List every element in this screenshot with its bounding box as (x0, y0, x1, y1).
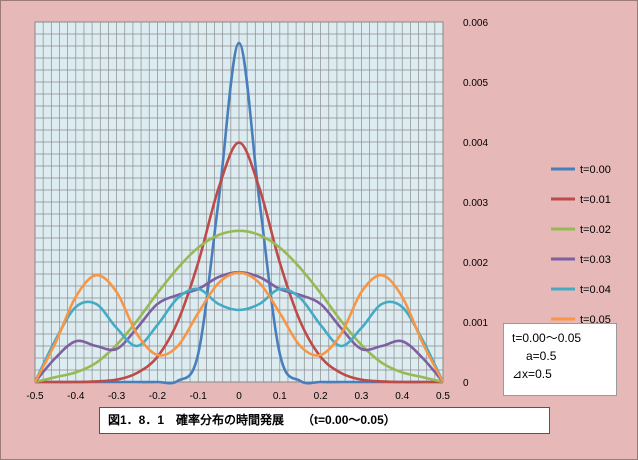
legend-label: t=0.04 (580, 284, 611, 296)
param-dx: ⊿x=0.5 (512, 367, 552, 381)
x-tick-label: -0.2 (149, 391, 167, 402)
y-tick-label: 0.006 (463, 18, 488, 29)
x-tick-label: 0.4 (395, 391, 409, 402)
x-tick-label: 0.5 (436, 391, 450, 402)
x-tick-label: -0.5 (26, 391, 44, 402)
grid-layer (35, 22, 443, 382)
y-tick-label: 0 (463, 378, 469, 389)
series-line (33, 271, 445, 383)
legend-label: t=0.00 (580, 164, 611, 176)
y-tick-label: 0.005 (463, 78, 488, 89)
figure-caption: 図1．8．1 確率分布の時間発展 （t=0.00〜0.05） (99, 407, 550, 434)
y-tick-label: 0.003 (463, 198, 488, 209)
x-tick-label: 0 (236, 391, 242, 402)
param-t-range: t=0.00〜0.05 (512, 331, 582, 345)
y-tick-label: 0.004 (463, 138, 488, 149)
legend: t=0.00t=0.01t=0.02t=0.03t=0.04t=0.05 (551, 164, 611, 326)
parameter-box: t=0.00〜0.05 a=0.5 ⊿x=0.5 (503, 323, 617, 396)
legend-label: t=0.03 (580, 254, 611, 266)
param-a: a=0.5 (526, 349, 557, 363)
y-tick-label: 0.002 (463, 258, 488, 269)
legend-label: t=0.02 (580, 224, 611, 236)
x-tick-label: 0.1 (273, 391, 287, 402)
series-line (35, 141, 443, 384)
series-line (34, 229, 444, 384)
x-tick-label: 0.3 (354, 391, 368, 402)
legend-label: t=0.01 (580, 194, 611, 206)
x-tick-label: -0.4 (67, 391, 85, 402)
series-line (35, 41, 443, 385)
series-layer (33, 41, 445, 385)
x-tick-label: -0.1 (190, 391, 208, 402)
axis-layer: -0.5 -0.4 -0.3 -0.2 -0.1 0 0.1 0.2 0.3 0.4 0.5 0 0.0… (26, 18, 488, 402)
y-tick-label: 0.001 (463, 318, 488, 329)
x-tick-label: -0.3 (108, 391, 126, 402)
x-tick-label: 0.2 (314, 391, 328, 402)
series-line (33, 287, 445, 383)
